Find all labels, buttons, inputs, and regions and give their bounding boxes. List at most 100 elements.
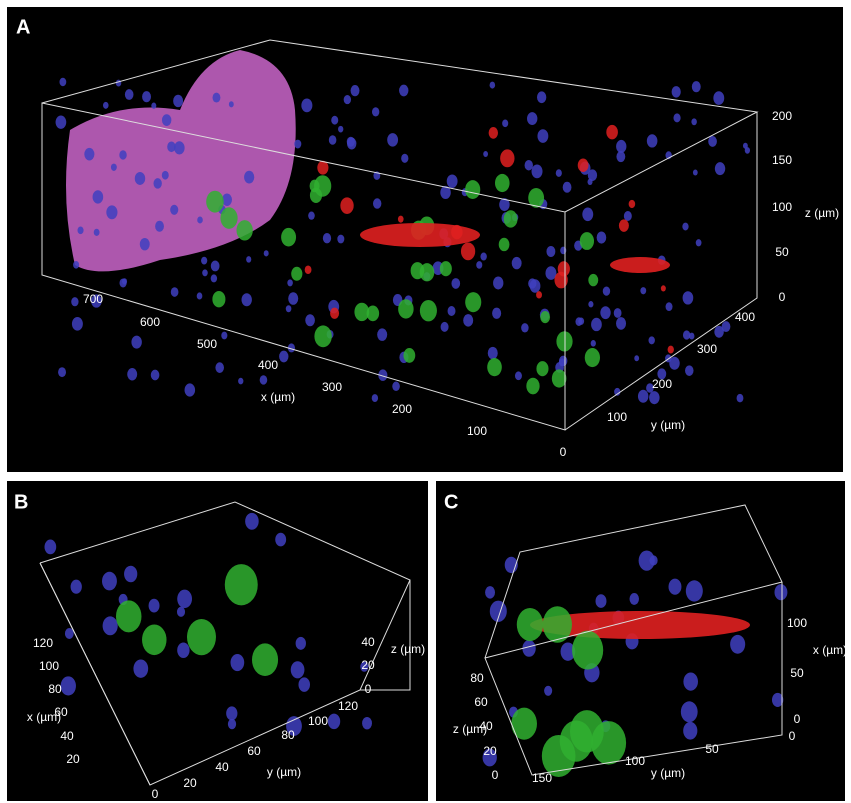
cell	[343, 94, 352, 105]
cell	[447, 305, 456, 316]
cell	[102, 616, 118, 636]
cell	[362, 716, 372, 730]
cell	[606, 124, 618, 140]
cell	[531, 164, 543, 179]
tick-label: 40	[60, 729, 74, 743]
cell	[708, 136, 717, 147]
cell	[142, 91, 151, 103]
tick-label: 20	[183, 776, 197, 790]
tick-label: 200	[772, 109, 792, 123]
cell	[153, 178, 162, 189]
cell	[537, 129, 549, 143]
cell	[210, 274, 218, 283]
cell	[167, 141, 176, 153]
cell	[215, 362, 224, 373]
panel-label: A	[16, 16, 30, 38]
cell	[220, 207, 238, 229]
cell	[403, 348, 416, 363]
tick-label: 0	[492, 768, 499, 782]
cell	[602, 286, 611, 296]
cell	[377, 328, 388, 341]
cell	[579, 232, 595, 250]
cell	[275, 532, 287, 547]
cell	[371, 107, 380, 117]
cell	[340, 197, 354, 214]
cell	[595, 594, 607, 608]
cell	[298, 677, 311, 692]
tick-label: 200	[392, 402, 412, 416]
cell	[629, 592, 640, 605]
cell	[102, 101, 109, 109]
tick-label: 100	[787, 616, 807, 630]
cell	[176, 606, 186, 617]
cell	[92, 190, 104, 204]
tick-label: 20	[483, 744, 497, 758]
cell	[714, 325, 724, 338]
axis-label: y (µm)	[267, 765, 301, 779]
cell	[221, 193, 232, 207]
cell	[480, 252, 487, 261]
tick-label: 150	[532, 771, 552, 785]
cell	[331, 115, 339, 125]
cell	[59, 77, 67, 87]
tick-label: 40	[215, 760, 229, 774]
tick-label: 80	[470, 671, 484, 685]
cell	[398, 299, 414, 319]
cell	[691, 81, 701, 93]
cell	[197, 216, 203, 224]
cell	[399, 84, 409, 97]
cell	[360, 661, 369, 672]
cell	[327, 713, 341, 730]
cell	[544, 685, 553, 696]
cell	[212, 291, 226, 308]
cell	[346, 137, 357, 150]
cell	[562, 181, 572, 193]
cell	[161, 170, 169, 180]
tick-label: 0	[560, 445, 567, 459]
cell	[637, 389, 649, 403]
cell	[210, 260, 220, 272]
cell	[287, 343, 296, 353]
tick-label: 100	[772, 200, 792, 214]
cell	[184, 383, 196, 397]
cell	[476, 261, 483, 269]
cell	[628, 199, 636, 209]
cell	[227, 718, 237, 730]
cell	[290, 661, 305, 679]
cell	[614, 387, 621, 396]
cell	[93, 228, 100, 236]
cell	[649, 391, 660, 405]
cell	[616, 317, 627, 330]
cell	[545, 266, 557, 280]
cell	[77, 226, 84, 235]
cell	[170, 204, 179, 215]
cell	[187, 618, 216, 656]
cell	[536, 361, 549, 377]
cell	[285, 305, 292, 313]
tick-label: 0	[794, 712, 801, 726]
cell	[483, 151, 489, 158]
rendered-cells	[44, 50, 788, 777]
cell	[281, 227, 297, 247]
cell	[634, 355, 640, 362]
cell	[683, 721, 698, 740]
cell	[526, 377, 540, 395]
axis-label: z (µm)	[805, 206, 839, 220]
cell	[600, 306, 611, 320]
cell	[514, 371, 522, 381]
cell	[446, 174, 458, 188]
tick-label: 100	[625, 754, 645, 768]
tick-label: 40	[361, 635, 375, 649]
cell	[685, 365, 694, 376]
cell	[236, 220, 253, 241]
cell	[155, 220, 164, 232]
cell	[60, 676, 76, 696]
cell	[730, 634, 746, 654]
cell	[736, 393, 744, 403]
cell	[102, 571, 117, 591]
cell	[246, 256, 252, 263]
cell	[616, 151, 626, 163]
cell	[131, 335, 142, 349]
cell	[691, 118, 697, 126]
cell	[224, 564, 258, 606]
